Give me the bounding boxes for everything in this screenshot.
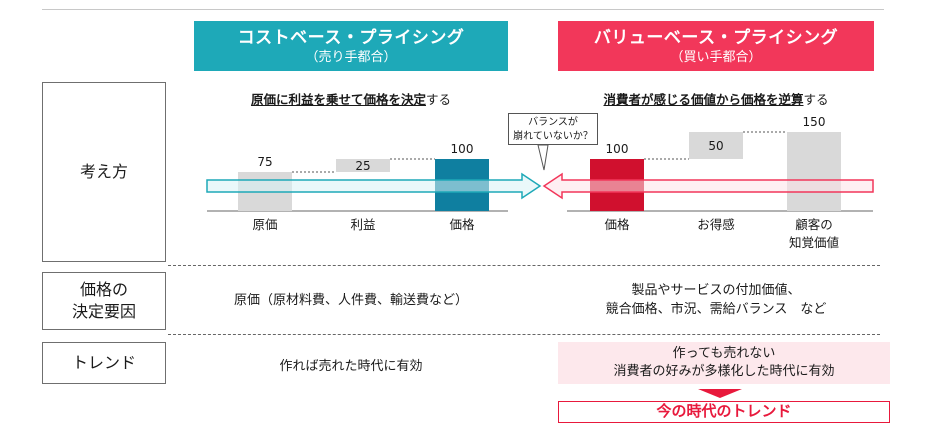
value-factor-line1: 製品やサービスの付加価値、 <box>631 283 801 298</box>
value-trend-text: 作っても売れない 消費者の好みが多様化した時代に有効 <box>558 345 890 381</box>
trend-down-arrow-icon <box>698 389 742 398</box>
cost-label-genka: 原価 <box>252 217 277 232</box>
cost-value-genka: 75 <box>257 155 272 169</box>
value-based-header: バリューベース・プライシング （買い手都合） <box>558 21 874 71</box>
value-label-otokukan: お得感 <box>697 217 735 232</box>
balance-callout: バランスが 崩れていないか？ <box>508 113 598 145</box>
value-approach-suffix: する <box>803 92 829 107</box>
cost-based-header: コストベース・プライシング （売り手都合） <box>194 21 508 71</box>
cost-approach-strong: 原価に利益を乗せて価格を決定 <box>250 92 426 107</box>
cost-label-kakaku: 価格 <box>449 217 475 232</box>
value-bar-otokukan <box>689 132 743 159</box>
row-label-factors-text: 価格の 決定要因 <box>71 280 136 321</box>
value-bar-chikaku-kachi <box>787 132 841 211</box>
row-label-factors: 価格の 決定要因 <box>42 272 166 330</box>
value-label-kakaku: 価格 <box>604 217 630 232</box>
value-label-chikaku-line2: 知覚価値 <box>789 235 839 250</box>
value-value-otokukan: 50 <box>708 139 723 153</box>
cost-label-rieki: 利益 <box>350 217 375 232</box>
cost-bar-rieki <box>336 159 390 172</box>
value-value-chikaku: 150 <box>803 115 826 129</box>
cost-trend-text: 作れば売れた時代に有効 <box>279 359 423 374</box>
cost-direction-arrow <box>206 172 542 200</box>
value-based-subtitle: （買い手都合） <box>670 50 762 65</box>
callout-tail <box>537 144 549 171</box>
value-approach-caption: 消費者が感じる価値から価格を逆算する <box>558 89 874 108</box>
balance-callout-text: バランスが 崩れていないか？ <box>513 117 593 142</box>
top-divider <box>42 9 884 10</box>
row-label-thinking: 考え方 <box>42 82 166 262</box>
cost-approach-suffix: する <box>426 92 452 107</box>
row-divider-1 <box>168 265 880 266</box>
cost-value-kakaku: 100 <box>451 142 474 156</box>
cost-factor-text: 原価（原材料費、人件費、輸送費など） <box>233 293 468 308</box>
value-factor-line2: 競合価格、市況、需給バランス など <box>605 302 827 317</box>
value-trend-line2: 消費者の好みが多様化した時代に有効 <box>613 364 835 379</box>
current-trend-badge: 今の時代のトレンド <box>558 401 890 423</box>
row-divider-2 <box>168 334 880 335</box>
value-direction-arrow <box>542 172 874 200</box>
cost-value-rieki: 25 <box>355 159 370 173</box>
cost-based-subtitle: （売り手都合） <box>305 50 397 65</box>
cost-based-title: コストベース・プライシング <box>237 28 465 48</box>
value-approach-strong: 消費者が感じる価値から価格を逆算 <box>603 92 804 107</box>
value-trend-background <box>558 342 890 384</box>
row-label-trend: トレンド <box>42 342 166 384</box>
value-label-chikaku-line1: 顧客の <box>795 217 833 232</box>
value-trend-line1: 作っても売れない <box>672 346 776 361</box>
cost-approach-caption: 原価に利益を乗せて価格を決定する <box>194 89 508 108</box>
value-factor-text: 製品やサービスの付加価値、 競合価格、市況、需給バランス など <box>558 281 874 319</box>
value-value-kakaku: 100 <box>606 142 629 156</box>
value-based-title: バリューベース・プライシング <box>593 28 839 48</box>
